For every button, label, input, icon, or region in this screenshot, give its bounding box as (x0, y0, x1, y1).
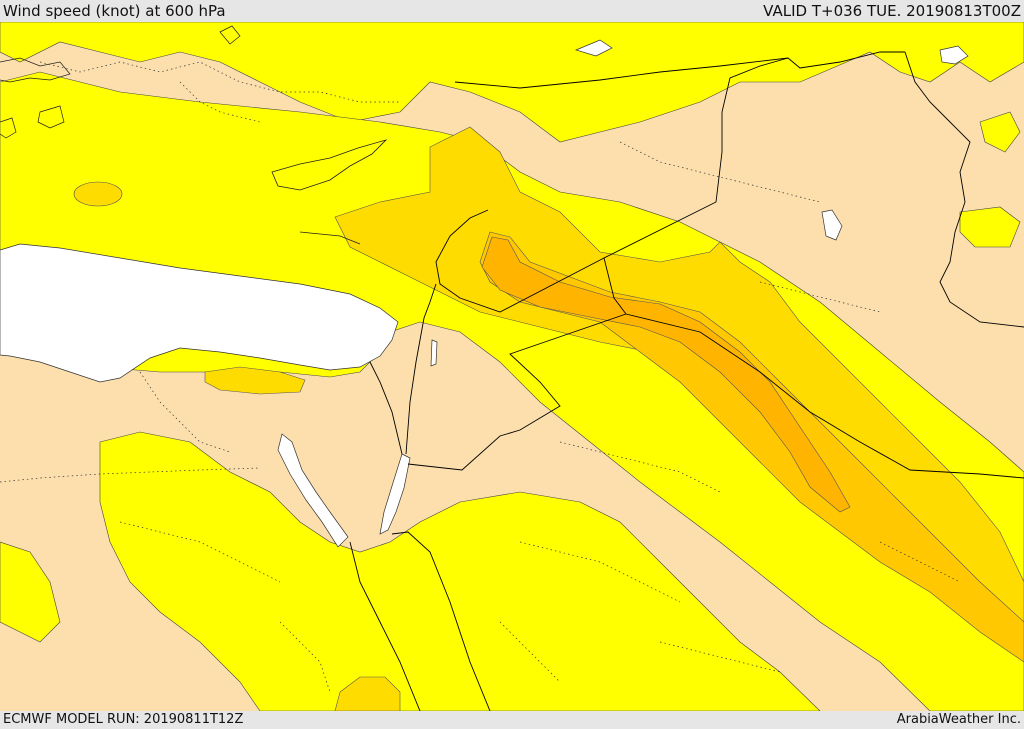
weather-map (0, 22, 1024, 711)
model-run: ECMWF MODEL RUN: 20190811T12Z (3, 712, 244, 727)
wind-band-medium-south (334, 676, 401, 711)
wind-band-strongest (481, 236, 851, 513)
header-bar: Wind speed (knot) at 600 hPa VALID T+036… (0, 0, 1024, 22)
wind-band-medium-cyprus (73, 181, 123, 207)
island-cyprus (271, 139, 388, 191)
wind-band-medium-egypt-coast (204, 366, 306, 395)
valid-time: VALID T+036 TUE. 20190813T00Z (763, 2, 1021, 20)
wind-band-light-west (0, 541, 61, 643)
country-borders (349, 51, 1024, 711)
wind-band-light-egypt (99, 431, 821, 711)
sea-gulf-of-aqaba (379, 453, 411, 535)
map-title: Wind speed (knot) at 600 hPa (3, 2, 226, 20)
lake-caspian-edge (939, 45, 969, 65)
credit: ArabiaWeather Inc. (896, 712, 1021, 727)
wind-band-strong (479, 231, 1024, 663)
coastlines (0, 25, 361, 245)
wind-band-light-north (0, 22, 1024, 143)
dead-sea (430, 339, 438, 367)
wind-band-light-east2 (979, 111, 1021, 153)
lake-urmia (821, 209, 843, 241)
lake-van (574, 39, 613, 57)
sea-mediterranean (0, 243, 399, 383)
footer-bar: ECMWF MODEL RUN: 20190811T12Z ArabiaWeat… (0, 711, 1024, 729)
wind-band-light-east (959, 206, 1021, 248)
admin-borders (0, 61, 961, 693)
sea-gulf-of-suez (277, 433, 349, 548)
